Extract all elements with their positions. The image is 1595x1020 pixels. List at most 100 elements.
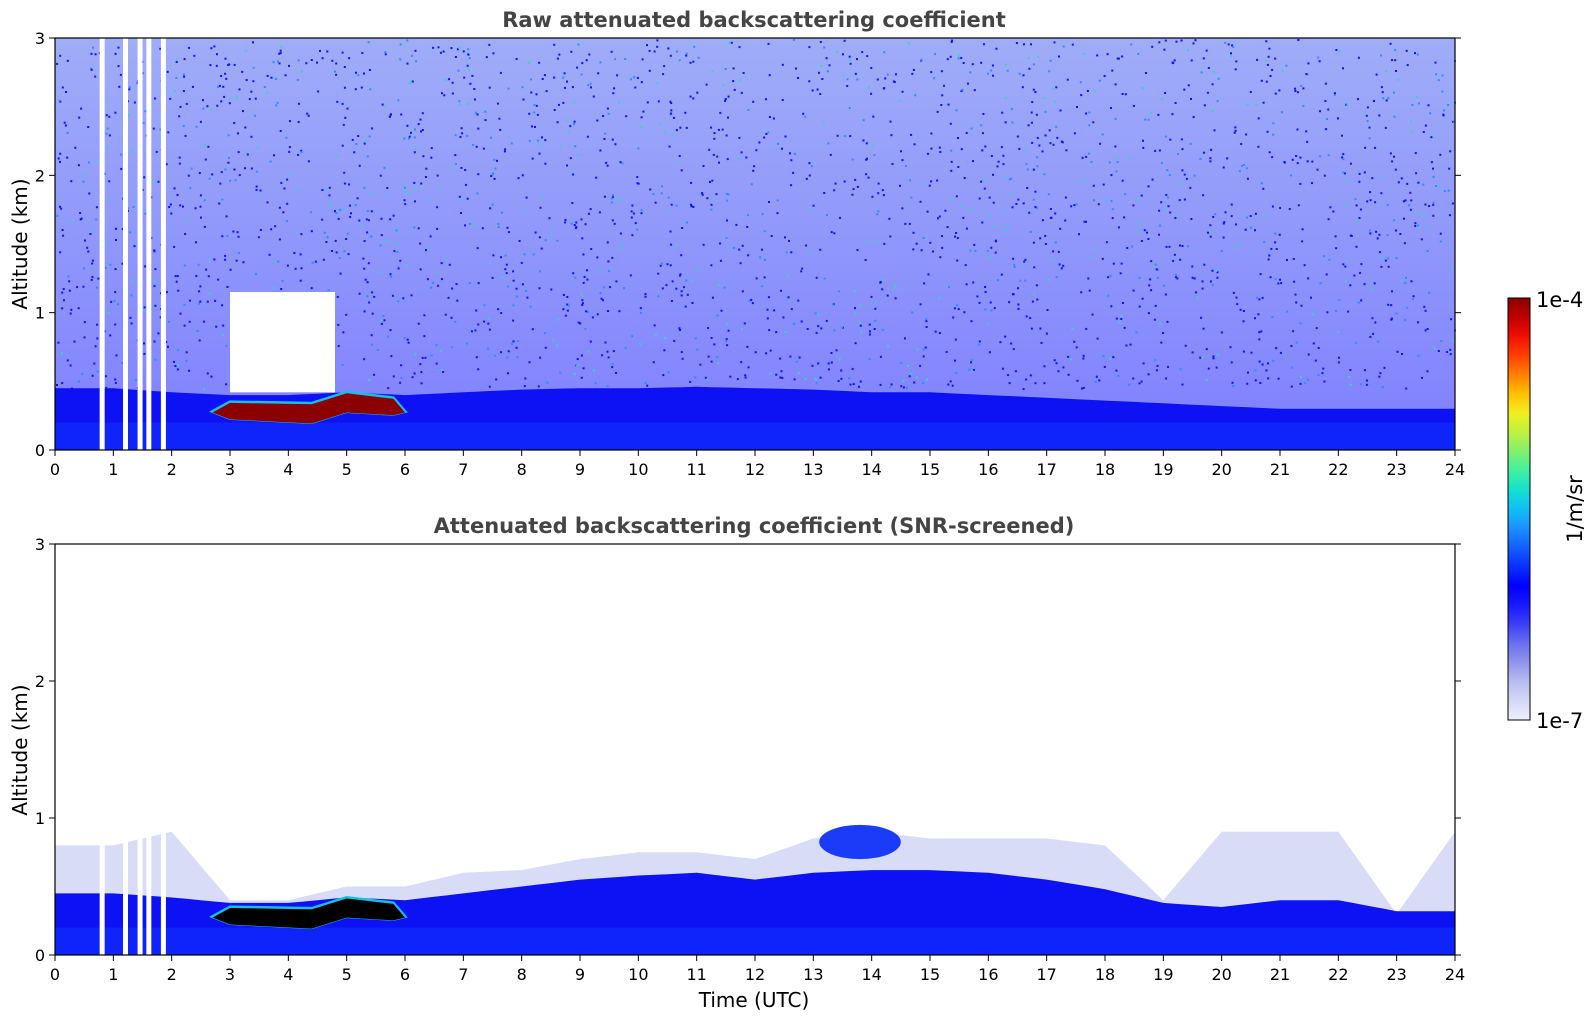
noise-speck: [738, 136, 741, 139]
noise-speck: [1121, 55, 1124, 58]
noise-speck: [153, 249, 156, 252]
noise-speck: [943, 84, 945, 87]
noise-speck: [153, 181, 156, 184]
noise-speck: [606, 107, 609, 110]
noise-speck: [1258, 360, 1261, 363]
noise-speck: [928, 184, 931, 187]
noise-speck: [294, 267, 297, 270]
noise-speck: [1101, 257, 1104, 260]
noise-speck: [1249, 91, 1252, 93]
noise-speck: [206, 105, 209, 108]
noise-speck: [430, 354, 433, 357]
noise-speck: [784, 236, 786, 239]
noise-speck: [564, 314, 567, 317]
noise-speck: [1180, 138, 1183, 141]
noise-speck: [128, 86, 131, 89]
noise-speck: [63, 121, 66, 124]
noise-speck: [367, 219, 370, 222]
noise-speck: [224, 254, 227, 257]
noise-speck: [363, 358, 366, 361]
noise-speck: [741, 244, 744, 247]
noise-speck: [357, 74, 360, 77]
noise-speck: [559, 145, 562, 148]
noise-speck: [1229, 346, 1232, 349]
noise-speck: [800, 320, 803, 323]
noise-speck: [425, 249, 427, 252]
noise-speck: [133, 101, 136, 104]
noise-speck: [630, 210, 633, 213]
noise-speck: [994, 239, 997, 242]
noise-speck: [368, 69, 371, 71]
noise-speck: [1160, 341, 1163, 344]
noise-speck: [1013, 263, 1016, 266]
noise-speck: [633, 76, 636, 79]
noise-speck: [636, 182, 639, 185]
noise-speck: [664, 131, 667, 134]
noise-speck: [804, 378, 807, 381]
noise-speck: [1044, 243, 1047, 245]
noise-speck: [1038, 144, 1041, 147]
noise-speck: [1328, 258, 1331, 261]
noise-speck: [477, 127, 480, 130]
noise-speck: [571, 86, 574, 89]
noise-speck: [458, 46, 461, 49]
x-tick-label: 15: [920, 460, 940, 479]
noise-speck: [63, 299, 65, 302]
noise-speck: [521, 174, 524, 177]
noise-speck: [491, 173, 494, 176]
noise-speck: [957, 166, 960, 168]
x-tick-label: 0: [50, 460, 60, 479]
noise-speck: [183, 75, 185, 78]
noise-speck: [877, 192, 880, 195]
noise-speck: [90, 278, 93, 281]
noise-speck: [819, 376, 822, 379]
noise-speck: [1049, 59, 1052, 62]
x-tick-label: 22: [1328, 460, 1348, 479]
noise-speck: [1333, 93, 1336, 96]
noise-speck: [515, 295, 518, 298]
noise-speck: [1192, 42, 1195, 45]
noise-speck: [950, 160, 953, 163]
noise-speck: [1290, 366, 1293, 369]
noise-speck: [950, 149, 953, 152]
noise-speck: [909, 179, 912, 182]
noise-speck: [881, 189, 884, 192]
noise-speck: [747, 366, 750, 369]
noise-speck: [337, 345, 340, 347]
noise-speck: [1437, 350, 1440, 352]
noise-speck: [280, 181, 283, 184]
noise-speck: [827, 362, 830, 365]
noise-speck: [631, 234, 634, 237]
noise-speck: [227, 161, 230, 164]
noise-speck: [596, 313, 599, 316]
noise-speck: [436, 174, 439, 177]
noise-speck: [696, 348, 699, 351]
noise-speck: [1212, 357, 1215, 360]
noise-speck: [1375, 73, 1378, 76]
noise-speck: [670, 300, 673, 302]
noise-speck: [1022, 74, 1025, 77]
noise-speck: [406, 62, 409, 65]
noise-speck: [1073, 204, 1076, 207]
noise-speck: [255, 188, 258, 191]
noise-speck: [759, 256, 762, 259]
noise-speck: [780, 289, 782, 292]
noise-speck: [66, 156, 69, 159]
noise-speck: [492, 254, 495, 257]
noise-speck: [960, 205, 963, 208]
noise-speck: [1011, 121, 1014, 124]
noise-speck: [1379, 251, 1381, 254]
noise-speck: [808, 46, 811, 49]
noise-speck: [763, 276, 766, 279]
noise-speck: [781, 376, 784, 379]
noise-speck: [1055, 86, 1058, 89]
noise-speck: [1151, 178, 1154, 181]
noise-speck: [670, 203, 673, 206]
noise-speck: [889, 235, 892, 238]
y-tick-label: 0: [35, 441, 45, 460]
noise-speck: [1342, 158, 1345, 161]
noise-speck: [603, 138, 606, 140]
noise-speck: [1080, 291, 1083, 294]
noise-speck: [183, 58, 186, 61]
noise-speck: [1381, 386, 1384, 389]
